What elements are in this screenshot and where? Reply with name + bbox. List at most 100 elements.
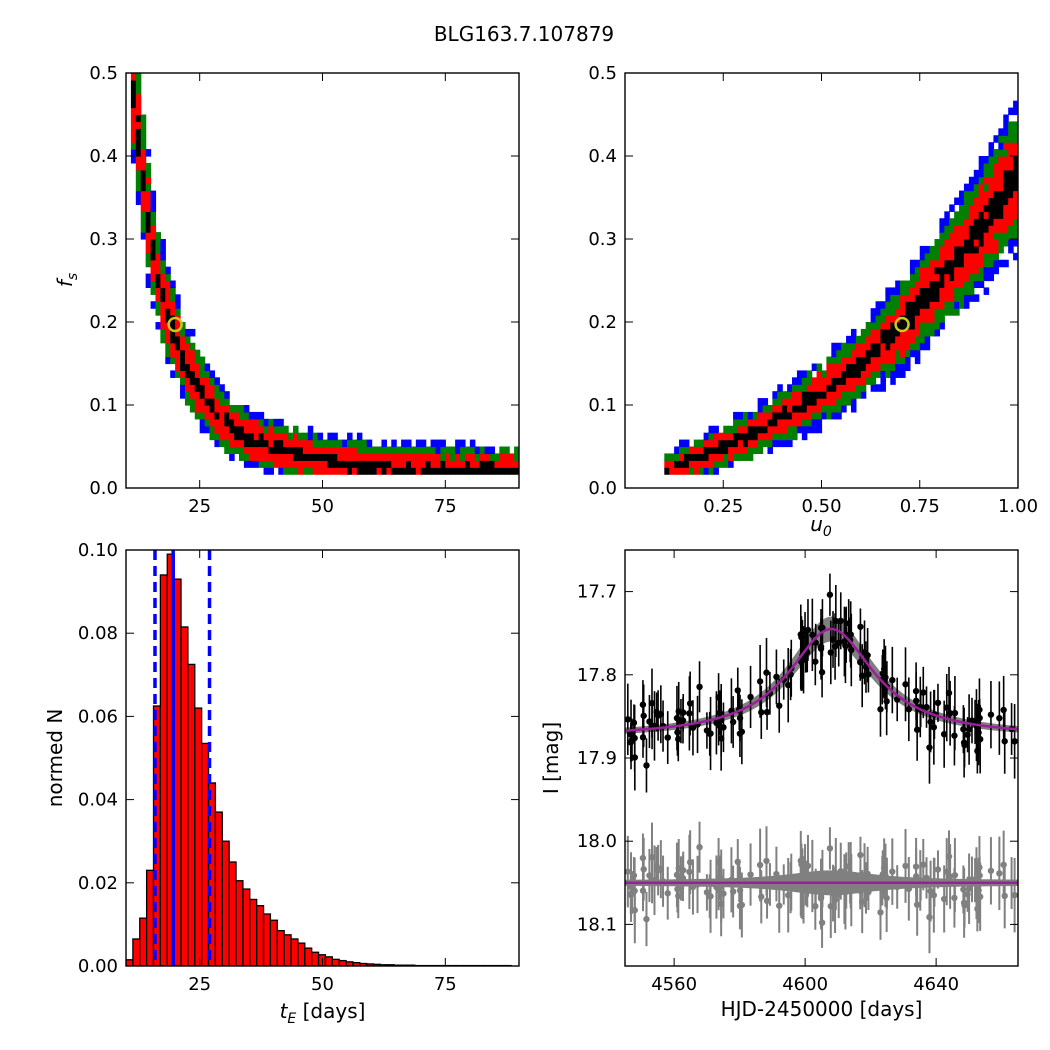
residual-point xyxy=(964,891,971,898)
heatmap-cell xyxy=(229,425,235,434)
heatmap-cell xyxy=(870,349,877,358)
heatmap-cell xyxy=(870,377,877,385)
heatmap-cell xyxy=(180,384,186,392)
heatmap-cell xyxy=(782,425,788,434)
heatmap-cell xyxy=(204,425,211,434)
heatmap-cell xyxy=(135,197,142,206)
heatmap-cell xyxy=(155,280,161,289)
heatmap-cell xyxy=(135,86,142,95)
heatmap-cell xyxy=(747,439,754,448)
heatmap-cell xyxy=(752,446,759,455)
heatmap-cell xyxy=(816,377,823,385)
residual-point xyxy=(625,868,632,875)
heatmap-cell xyxy=(767,425,773,434)
x-axis-label: tE [days] xyxy=(280,999,366,1027)
heatmap-cell xyxy=(278,453,284,461)
heatmap-cell xyxy=(831,349,837,358)
heatmap-cell xyxy=(219,425,225,434)
heatmap-cell xyxy=(954,294,960,302)
heatmap-cell xyxy=(440,460,446,468)
heatmap-cell xyxy=(934,245,940,254)
heatmap-cell xyxy=(973,232,980,240)
heatmap-cell xyxy=(733,446,739,455)
heatmap-cell xyxy=(199,363,206,372)
data-point xyxy=(934,699,942,707)
heatmap-cell xyxy=(742,432,749,441)
heatmap-cell xyxy=(993,266,999,275)
heatmap-cell xyxy=(801,425,808,434)
data-point xyxy=(960,725,967,733)
x-tick-label: 50 xyxy=(311,496,334,517)
heatmap-cell xyxy=(963,232,970,240)
heatmap-cell xyxy=(396,446,402,455)
heatmap-cell xyxy=(998,218,1004,226)
heatmap-cell xyxy=(278,432,284,441)
heatmap-cell xyxy=(238,432,245,441)
heatmap-cell xyxy=(415,453,422,461)
heatmap-cell xyxy=(737,418,744,427)
heatmap-cell xyxy=(939,308,945,316)
heatmap-cell xyxy=(135,107,142,116)
heatmap-cell xyxy=(875,308,882,316)
heatmap-cell xyxy=(831,363,837,372)
heatmap-cell xyxy=(998,156,1004,164)
heatmap-cell xyxy=(831,356,837,365)
histogram-bar xyxy=(297,942,306,966)
heatmap-cell xyxy=(924,335,931,344)
data-point xyxy=(829,636,837,643)
heatmap-cell xyxy=(278,467,284,475)
heatmap-cell xyxy=(278,446,284,455)
heatmap-cell xyxy=(396,467,402,475)
heatmap-cell xyxy=(998,176,1004,185)
heatmap-cell xyxy=(865,335,872,344)
heatmap-cell xyxy=(939,232,945,240)
heatmap-cell xyxy=(135,176,142,185)
heatmap-cell xyxy=(855,349,862,358)
heatmap-cell xyxy=(243,460,250,468)
heatmap-cell xyxy=(180,370,186,378)
y-tick-label: 0.3 xyxy=(89,229,118,250)
heatmap-cell xyxy=(288,467,294,475)
heatmap-cell xyxy=(209,411,216,420)
heatmap-cell xyxy=(674,460,680,468)
heatmap-cell xyxy=(175,356,181,365)
heatmap-cell xyxy=(145,218,152,226)
heatmap-cell xyxy=(983,169,990,178)
heatmap-cell xyxy=(949,280,955,289)
heatmap-cell xyxy=(229,439,235,448)
heatmap-cell xyxy=(135,183,142,192)
heatmap-cell xyxy=(214,377,220,385)
best-fit-marker xyxy=(894,316,910,333)
heatmap-cell xyxy=(713,453,719,461)
heatmap-cell xyxy=(949,259,955,268)
heatmap-cell xyxy=(792,432,798,441)
heatmap-cell xyxy=(140,169,147,178)
heatmap-cell xyxy=(160,301,166,309)
heatmap-cell xyxy=(376,460,383,468)
heatmap-cell xyxy=(302,432,309,441)
heatmap-cell xyxy=(777,439,783,448)
heatmap-cell xyxy=(327,439,333,448)
heatmap-cell xyxy=(934,252,940,261)
heatmap-cell xyxy=(949,301,955,309)
heatmap-cell xyxy=(782,418,788,427)
heatmap-cell xyxy=(307,467,314,475)
heatmap-cell xyxy=(900,294,906,302)
heatmap-cell xyxy=(199,384,206,392)
heatmap-cell xyxy=(954,239,960,247)
heatmap-cell xyxy=(988,259,995,268)
data-point xyxy=(776,702,783,709)
heatmap-cell xyxy=(1013,211,1018,219)
heatmap-cell xyxy=(214,391,220,399)
heatmap-cell xyxy=(1013,121,1018,129)
heatmap-cell xyxy=(836,342,842,351)
heatmap-cell xyxy=(327,460,333,468)
heatmap-cell xyxy=(332,432,338,441)
heatmap-cell xyxy=(865,322,872,330)
heatmap-cell xyxy=(474,467,481,475)
heatmap-cell xyxy=(983,156,990,164)
heatmap-cell xyxy=(885,322,891,330)
heatmap-cell xyxy=(674,467,680,475)
heatmap-cell xyxy=(860,349,867,358)
heatmap-cell xyxy=(821,391,828,399)
